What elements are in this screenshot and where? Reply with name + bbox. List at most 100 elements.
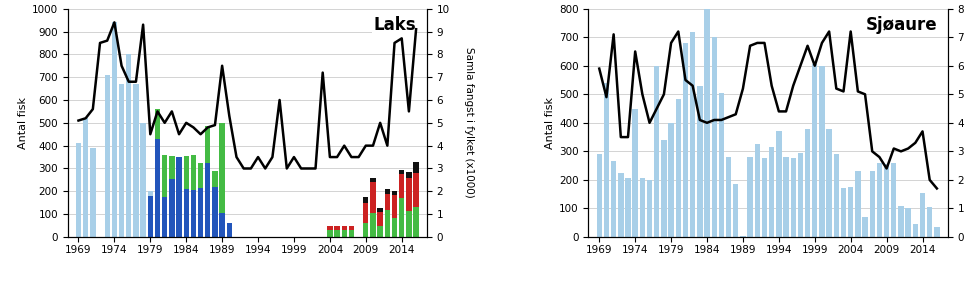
Bar	[777, 131, 781, 237]
Bar	[632, 109, 638, 237]
Bar	[335, 226, 339, 230]
Bar	[654, 66, 659, 237]
Bar	[726, 157, 731, 237]
Bar	[377, 226, 383, 237]
Bar	[406, 178, 412, 211]
Bar	[762, 158, 767, 237]
Bar	[798, 153, 804, 237]
Bar	[126, 54, 132, 237]
Bar	[392, 195, 397, 218]
Bar	[140, 123, 146, 237]
Bar	[884, 164, 890, 237]
Bar	[819, 66, 825, 237]
Bar	[112, 22, 117, 237]
Bar	[668, 123, 674, 237]
Bar	[783, 157, 789, 237]
Bar	[869, 171, 875, 237]
Bar	[733, 184, 739, 237]
Bar	[769, 147, 775, 237]
Bar	[718, 93, 724, 237]
Bar	[413, 173, 419, 207]
Y-axis label: Antal fisk: Antal fisk	[545, 97, 555, 149]
Bar	[877, 163, 882, 237]
Bar	[754, 144, 760, 237]
Bar	[827, 129, 832, 237]
Bar	[75, 143, 81, 237]
Bar	[640, 179, 645, 237]
Bar	[377, 212, 383, 226]
Bar	[406, 172, 412, 178]
Bar	[791, 158, 796, 237]
Bar	[683, 43, 689, 237]
Bar	[155, 109, 161, 139]
Bar	[399, 174, 404, 198]
Bar	[212, 187, 218, 237]
Bar	[611, 161, 616, 237]
Bar	[364, 203, 368, 223]
Bar	[155, 139, 161, 237]
Bar	[169, 179, 174, 237]
Bar	[104, 75, 110, 237]
Bar	[385, 210, 390, 237]
Bar	[905, 208, 911, 237]
Bar	[927, 207, 932, 237]
Bar	[161, 155, 167, 197]
Bar	[855, 171, 861, 237]
Bar	[370, 213, 376, 237]
Bar	[349, 226, 354, 230]
Bar	[892, 163, 896, 237]
Bar	[335, 230, 339, 237]
Y-axis label: Samla fangst i fylket (x1000): Samla fangst i fylket (x1000)	[463, 47, 474, 198]
Bar	[740, 236, 746, 237]
Bar	[399, 170, 404, 174]
Bar	[841, 188, 846, 237]
Bar	[805, 129, 810, 237]
Bar	[119, 84, 125, 237]
Bar	[220, 213, 224, 237]
Bar	[413, 162, 419, 173]
Bar	[176, 157, 182, 237]
Bar	[626, 179, 630, 237]
Bar	[413, 207, 419, 237]
Bar	[689, 32, 695, 237]
Bar	[90, 148, 96, 237]
Bar	[812, 64, 817, 237]
Bar	[392, 218, 397, 237]
Bar	[226, 223, 232, 237]
Bar	[399, 198, 404, 237]
Bar	[712, 37, 717, 237]
Bar	[198, 188, 203, 237]
Bar	[603, 83, 609, 237]
Bar	[863, 217, 867, 237]
Bar	[618, 173, 624, 237]
Bar	[83, 118, 88, 237]
Bar	[934, 227, 940, 237]
Bar	[198, 163, 203, 188]
Bar	[920, 193, 925, 237]
Bar	[676, 99, 681, 237]
Bar	[848, 187, 854, 237]
Bar	[205, 126, 211, 163]
Bar	[212, 171, 218, 187]
Bar	[133, 84, 138, 237]
Bar	[169, 156, 174, 179]
Bar	[184, 156, 189, 189]
Bar	[747, 157, 752, 237]
Bar	[327, 226, 333, 230]
Text: Sjøaure: Sjøaure	[865, 16, 937, 34]
Bar	[647, 180, 653, 237]
Bar	[898, 205, 904, 237]
Bar	[220, 123, 224, 213]
Text: Laks: Laks	[373, 16, 416, 34]
Bar	[597, 154, 602, 237]
Bar	[834, 154, 839, 237]
Bar	[341, 226, 347, 230]
Bar	[190, 190, 196, 237]
Bar	[341, 230, 347, 237]
Bar	[385, 194, 390, 210]
Bar	[349, 230, 354, 237]
Bar	[205, 163, 211, 237]
Bar	[406, 211, 412, 237]
Bar	[385, 189, 390, 194]
Bar	[370, 182, 376, 213]
